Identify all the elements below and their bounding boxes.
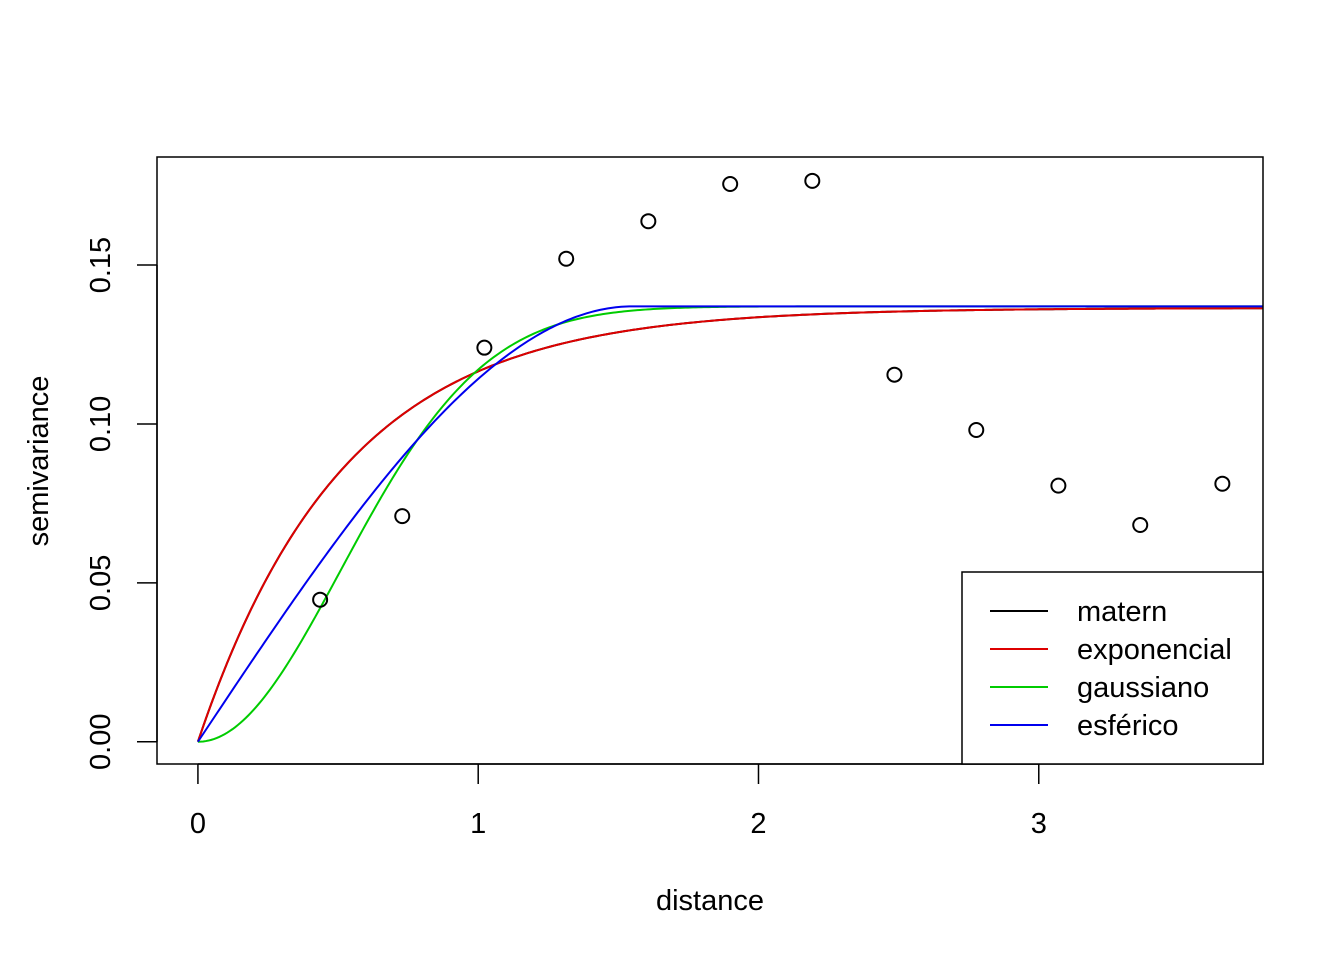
y-tick-label: 0.00 [85, 714, 117, 770]
x-tick-label: 0 [190, 808, 206, 840]
empirical-points [312, 172, 1231, 608]
legend-label: matern [1077, 596, 1167, 628]
x-tick-label: 3 [1031, 808, 1047, 840]
x-tick-label: 1 [470, 808, 486, 840]
y-axis: 0.00 0.05 0.10 0.15 [85, 237, 158, 770]
legend-label: esférico [1077, 710, 1179, 742]
data-point [1050, 477, 1067, 494]
data-point [394, 508, 411, 525]
legend-label: gaussiano [1077, 672, 1209, 704]
data-point [640, 213, 657, 230]
legend-box [961, 571, 1264, 765]
x-axis-title: distance [656, 885, 764, 917]
data-point [476, 339, 493, 356]
x-axis: 0 1 2 3 [190, 763, 1047, 840]
data-point [722, 176, 739, 193]
y-tick-label: 0.10 [85, 396, 117, 452]
data-point [968, 421, 985, 438]
legend: matern exponencial gaussiano esférico [961, 571, 1264, 765]
data-point [558, 250, 575, 267]
data-point [1214, 475, 1231, 492]
data-point [886, 366, 903, 383]
x-tick-label: 2 [750, 808, 766, 840]
y-tick-label: 0.15 [85, 237, 117, 293]
curve-exponencial [196, 307, 1263, 743]
y-axis-title: semivariance [23, 376, 55, 547]
legend-label: exponencial [1077, 634, 1232, 666]
data-point [804, 172, 821, 189]
curve-esferico [197, 305, 1263, 743]
y-tick-label: 0.05 [85, 555, 117, 611]
data-point [312, 591, 329, 608]
data-point [1132, 517, 1149, 534]
model-curves [196, 305, 1263, 743]
